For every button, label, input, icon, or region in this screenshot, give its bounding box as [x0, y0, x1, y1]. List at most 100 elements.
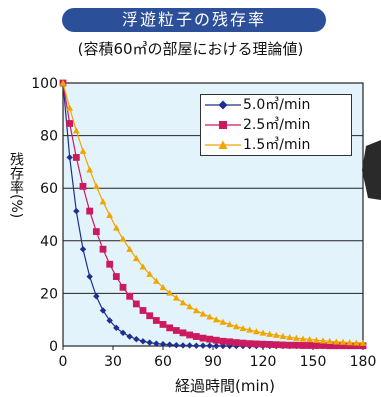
- data-point: [212, 336, 220, 344]
- data-point: [192, 333, 200, 340]
- legend-square-marker-icon: [205, 121, 241, 129]
- data-point: [186, 303, 194, 310]
- data-point: [219, 337, 227, 345]
- data-point: [306, 336, 314, 343]
- data-point: [193, 342, 200, 349]
- data-point: [179, 342, 187, 349]
- data-point: [252, 328, 260, 335]
- data-point: [192, 307, 200, 314]
- data-point: [352, 342, 360, 350]
- legend-label: 5.0㎥/min: [243, 97, 311, 113]
- data-point: [206, 313, 214, 320]
- data-point: [239, 339, 247, 347]
- data-point: [199, 334, 207, 342]
- data-point: [99, 245, 107, 253]
- data-point: [113, 324, 120, 332]
- x-tick-label: 60: [154, 354, 172, 370]
- data-point: [146, 339, 153, 346]
- legend-triangle-marker-icon: [205, 140, 241, 149]
- x-tick-label: 0: [59, 354, 68, 370]
- x-tick-label: 30: [104, 354, 122, 370]
- data-point: [152, 317, 160, 324]
- data-point: [106, 317, 113, 324]
- data-point: [312, 342, 320, 349]
- x-axis-label: 経過時間(min): [175, 377, 275, 395]
- legend: 5.0㎥/min 2.5㎥/min 1.5㎥/min: [200, 94, 352, 156]
- x-tick-label: 150: [300, 354, 327, 370]
- data-point: [199, 310, 207, 317]
- data-point: [153, 340, 160, 347]
- data-point: [252, 340, 260, 348]
- data-point: [286, 333, 294, 341]
- data-point: [99, 307, 107, 314]
- series-triangle: [59, 79, 367, 346]
- data-point: [246, 326, 254, 333]
- data-point: [359, 339, 367, 346]
- series-line: [62, 82, 364, 344]
- data-point: [326, 337, 334, 344]
- legend-item-5-0: 5.0㎥/min: [201, 96, 351, 115]
- data-point: [79, 182, 87, 190]
- y-tick-label: 40: [40, 234, 58, 250]
- data-point: [146, 312, 154, 320]
- data-point: [206, 342, 213, 349]
- data-point: [159, 340, 167, 348]
- data-point: [139, 263, 147, 270]
- chart-subtitle: (容積60㎥の部屋における理論値): [77, 40, 304, 58]
- data-point: [279, 341, 287, 349]
- data-point: [299, 335, 307, 342]
- data-point: [126, 333, 133, 340]
- data-point: [86, 166, 94, 173]
- data-point: [179, 329, 187, 337]
- data-point: [166, 324, 174, 332]
- data-point: [232, 339, 240, 346]
- data-point: [93, 293, 100, 300]
- data-point: [112, 273, 120, 280]
- data-point: [133, 335, 140, 343]
- y-tick-label: 100: [31, 76, 58, 92]
- data-point: [199, 342, 207, 349]
- data-point: [86, 273, 93, 280]
- data-point: [299, 342, 307, 349]
- data-point: [72, 127, 80, 134]
- data-point: [186, 331, 194, 339]
- data-point: [259, 340, 267, 348]
- data-point: [319, 337, 327, 344]
- data-point: [66, 104, 74, 111]
- data-point: [112, 224, 120, 231]
- data-point: [119, 235, 127, 242]
- data-point: [312, 336, 320, 343]
- x-tick-label: 90: [204, 354, 222, 370]
- data-point: [139, 307, 147, 314]
- data-point: [272, 331, 280, 338]
- data-point: [139, 338, 147, 345]
- data-point: [266, 341, 274, 348]
- data-point: [59, 79, 67, 86]
- data-point: [332, 342, 340, 350]
- data-point: [186, 342, 193, 349]
- data-point: [179, 299, 187, 306]
- data-point: [332, 338, 340, 345]
- data-point: [132, 300, 140, 308]
- data-point: [346, 342, 354, 350]
- y-tick-label: 60: [40, 181, 58, 197]
- data-point: [206, 335, 214, 343]
- data-point: [272, 341, 280, 349]
- data-point: [86, 207, 94, 215]
- y-tick-label: 80: [40, 129, 58, 145]
- data-point: [106, 211, 114, 219]
- data-point: [79, 147, 87, 154]
- data-point: [352, 339, 360, 346]
- data-point: [226, 338, 234, 346]
- data-point: [166, 341, 173, 348]
- data-point: [99, 198, 107, 205]
- data-point: [319, 342, 327, 349]
- data-point: [132, 255, 140, 262]
- data-point: [246, 340, 254, 348]
- data-point: [239, 324, 247, 332]
- data-point: [66, 120, 74, 127]
- data-point: [226, 321, 234, 328]
- y-tick-label: 20: [40, 286, 58, 302]
- data-point: [73, 207, 80, 215]
- y-tick-label: 0: [49, 339, 58, 355]
